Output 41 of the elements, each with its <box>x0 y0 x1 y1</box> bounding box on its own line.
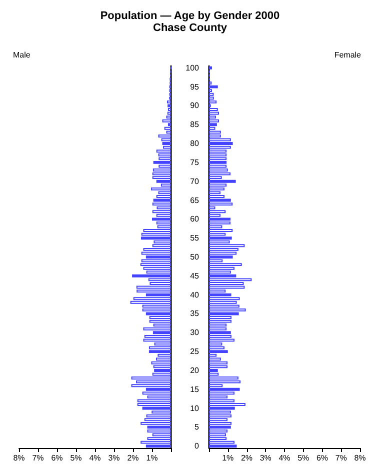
y-tick-label: 60 <box>190 214 200 224</box>
y-tick-label: 90 <box>190 101 200 110</box>
x-tick-label: 8% <box>13 454 25 462</box>
x-tick-label: 3% <box>260 454 272 462</box>
x-tick-label: 1% <box>146 454 158 462</box>
y-tick-label: 45 <box>190 271 200 280</box>
x-tick-label: 4% <box>278 454 290 462</box>
chart-subtitle: Chase County <box>152 22 228 34</box>
chart-title: Population — Age by Gender 2000 <box>99 10 281 22</box>
x-tick-label: 1% <box>222 454 234 462</box>
x-tick-label: 2% <box>240 454 253 462</box>
x-tick-label: 4% <box>89 454 101 462</box>
y-tick-label: 100 <box>186 63 200 72</box>
text: Female <box>334 50 362 60</box>
y-tick-label: 40 <box>190 290 200 300</box>
y-tick-label: 70 <box>190 176 200 186</box>
x-tick-label: 3% <box>108 454 120 462</box>
y-tick-label: 30 <box>190 328 200 338</box>
y-tick-label: 55 <box>190 234 200 243</box>
y-tick-label: 80 <box>190 139 200 148</box>
y-tick-label: 95 <box>190 82 200 92</box>
y-tick-label: 15 <box>190 384 200 394</box>
y-tick-label: 65 <box>190 196 200 205</box>
x-tick-label: 7% <box>335 454 347 462</box>
y-tick-label: 75 <box>190 158 200 167</box>
y-tick-label: 5 <box>194 422 200 432</box>
x-tick-label: 6% <box>51 454 63 462</box>
x-tick-label: 2% <box>127 454 139 462</box>
y-tick-label: 85 <box>190 120 200 130</box>
x-tick-label: 6% <box>316 454 328 462</box>
y-tick-label: 10 <box>190 404 200 413</box>
x-tick-label: 8% <box>354 454 366 462</box>
y-tick-label: 50 <box>190 252 200 262</box>
y-tick-label: 25 <box>190 347 200 356</box>
x-tick-label: 7% <box>32 454 44 462</box>
x-tick-label: 5% <box>298 454 310 462</box>
y-tick-label: 35 <box>190 309 200 318</box>
text: Male <box>13 50 31 60</box>
y-tick-label: 20 <box>190 366 200 375</box>
y-tick-label: 0 <box>194 442 200 451</box>
x-tick-label: 5% <box>70 454 82 462</box>
